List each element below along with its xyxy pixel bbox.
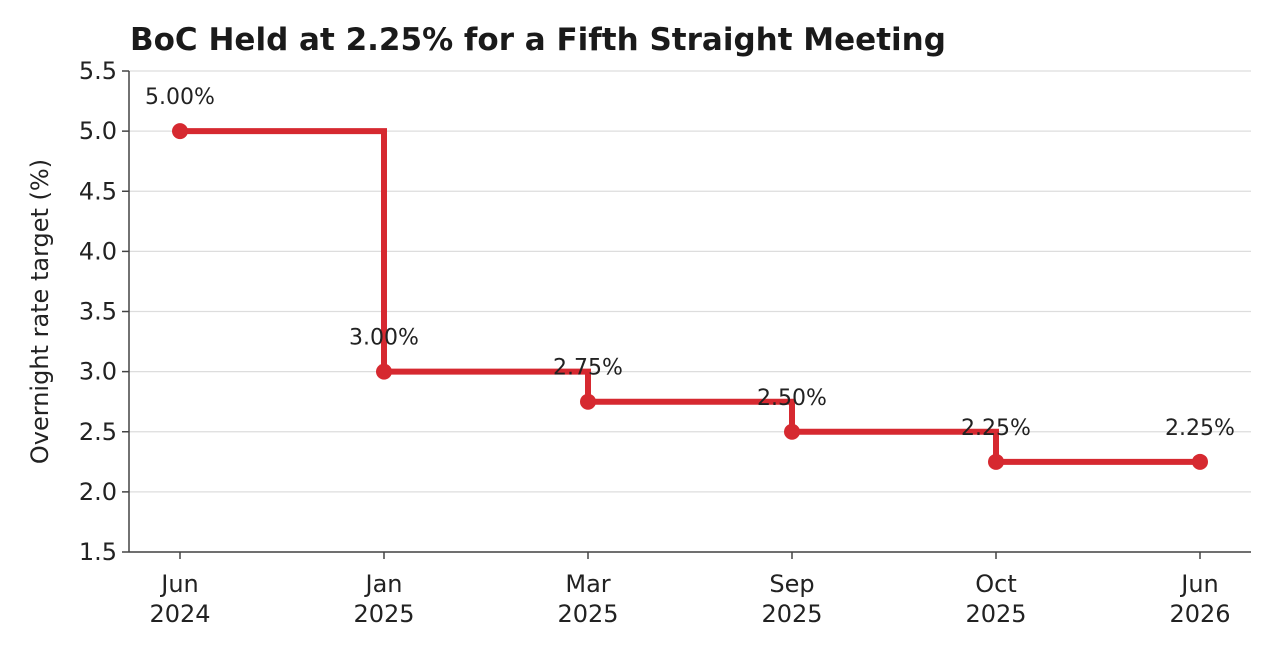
x-tick-label-0: Jun 2024 [149, 570, 210, 628]
y-axis-label: Overnight rate target (%) [26, 159, 54, 464]
y-tick-label-2: 2.5 [79, 418, 117, 446]
y-tick-label-3: 3.0 [79, 358, 117, 386]
x-tick-label-5: Jun 2026 [1169, 570, 1230, 628]
y-tick-label-6: 4.5 [79, 177, 117, 205]
y-tick-label-8: 5.5 [79, 57, 117, 85]
data-point-4 [988, 453, 1004, 470]
data-point-3 [784, 423, 800, 440]
data-point-1 [376, 363, 392, 380]
y-tick-label-5: 4.0 [79, 237, 117, 265]
data-point-2 [580, 393, 596, 410]
y-tick-label-4: 3.5 [79, 298, 117, 326]
data-label-5: 2.25% [1165, 416, 1235, 441]
x-tick-label-2: Mar 2025 [557, 570, 618, 628]
data-label-4: 2.25% [961, 416, 1031, 441]
x-tick-label-1: Jan 2025 [353, 570, 414, 628]
y-tick-label-7: 5.0 [79, 117, 117, 145]
data-label-0: 5.00% [145, 85, 215, 110]
data-point-0 [172, 123, 188, 140]
rate-step-line [180, 128, 1200, 465]
y-tick-label-1: 2.0 [79, 478, 117, 506]
data-label-2: 2.75% [553, 356, 623, 381]
x-tick-label-4: Oct 2025 [965, 570, 1026, 628]
y-tick-label-0: 1.5 [79, 538, 117, 566]
data-label-3: 2.50% [757, 386, 827, 411]
data-label-1: 3.00% [349, 326, 419, 351]
data-point-5 [1192, 453, 1208, 470]
chart-title: BoC Held at 2.25% for a Fifth Straight M… [130, 22, 946, 58]
x-tick-label-3: Sep 2025 [761, 570, 822, 628]
